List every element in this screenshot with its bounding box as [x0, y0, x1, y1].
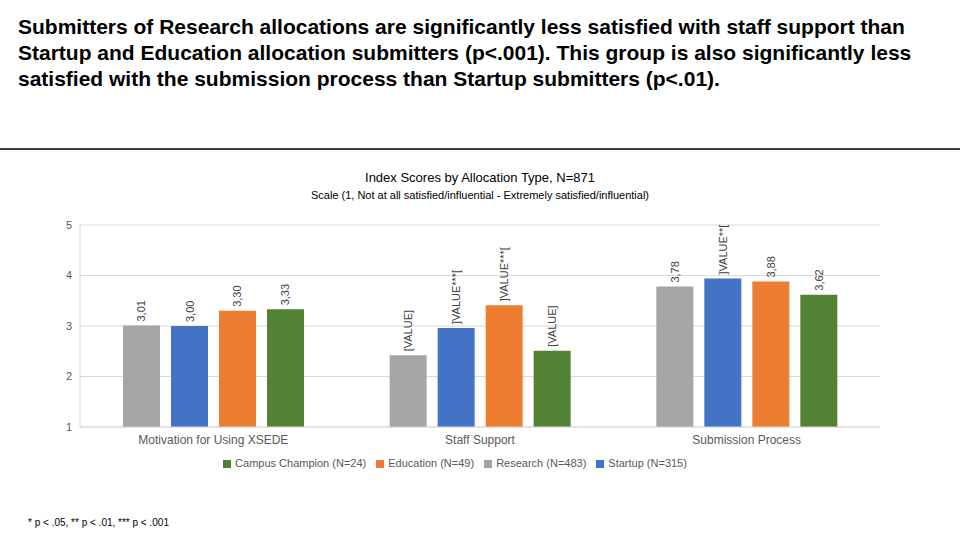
html-text:Submitters of Research allocat: Submitters of Research allocations are s… — [18, 15, 912, 90]
html-text:Scale (1, Not at all satisfied: Scale (1, Not at all satisfied/influenti… — [310, 189, 649, 201]
svg-text:3,78: 3,78 — [669, 261, 681, 282]
svg-text:2: 2 — [66, 370, 72, 382]
svg-text:3,88: 3,88 — [765, 256, 777, 277]
svg-text:3,01: 3,01 — [136, 300, 148, 321]
svg-text:]VALUE***[: ]VALUE***[ — [498, 247, 510, 301]
svg-text:3: 3 — [66, 320, 72, 332]
svg-text:4: 4 — [66, 269, 72, 281]
svg-text:1: 1 — [66, 421, 72, 433]
svg-text:Staff Support: Staff Support — [445, 433, 515, 447]
html-text:Startup (N=315): Startup (N=315) — [608, 457, 687, 469]
svg-text:3,00: 3,00 — [184, 301, 196, 322]
svg-text:]VALUE***[: ]VALUE***[ — [450, 270, 462, 324]
svg-text:]VALUE**[: ]VALUE**[ — [717, 225, 729, 275]
svg-text:Motivation for Using XSEDE: Motivation for Using XSEDE — [138, 433, 288, 447]
svg-text:3,30: 3,30 — [232, 285, 244, 306]
svg-text:Submission Process: Submission Process — [692, 433, 801, 447]
svg-text:3,62: 3,62 — [813, 269, 825, 290]
svg-text:5: 5 — [66, 219, 72, 231]
svg-text:[VALUE]: [VALUE] — [546, 305, 558, 346]
html-text:Research (N=483): Research (N=483) — [496, 457, 587, 469]
html-text:Campus Champion (N=24): Campus Champion (N=24) — [235, 457, 367, 469]
html-text:* p < .05, ** p < .01, *** p <: * p < .05, ** p < .01, *** p < .001 — [28, 517, 169, 528]
svg-text:[VALUE]: [VALUE] — [402, 310, 414, 351]
html-text:Index Scores by Allocation Typ: Index Scores by Allocation Type, N=871 — [365, 170, 595, 185]
html-text:Education (N=49): Education (N=49) — [388, 457, 475, 469]
svg-text:3,33: 3,33 — [280, 284, 292, 305]
